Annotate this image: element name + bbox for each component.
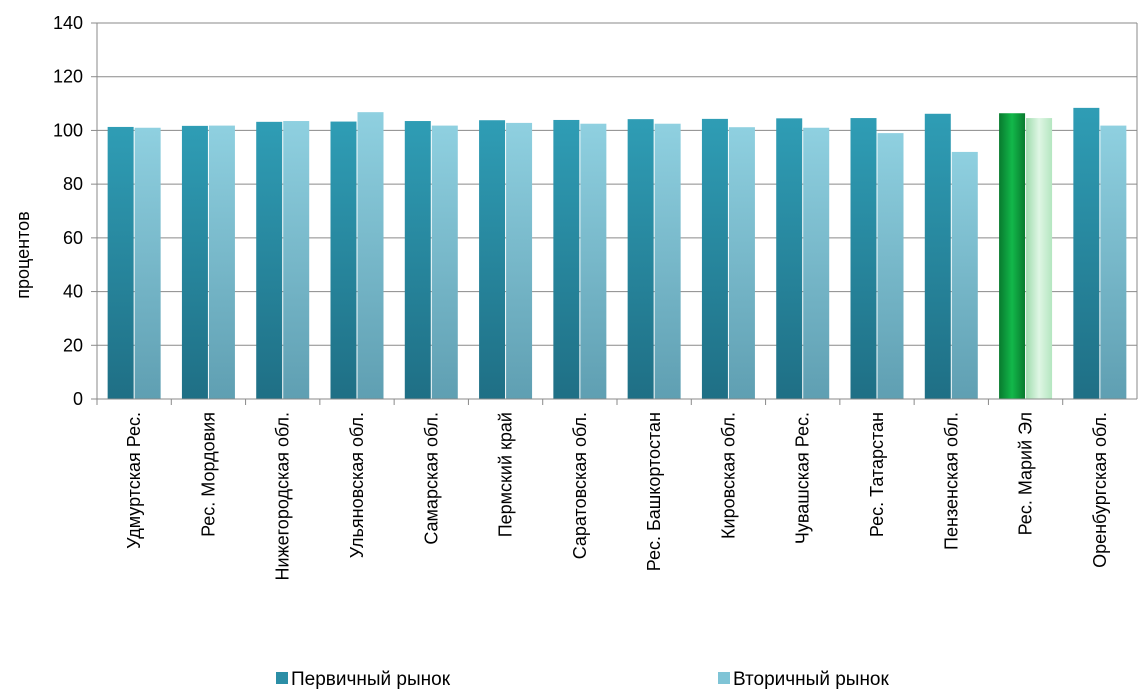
x-category-labels: Удмуртская Рес. Рес. Мордовия Нижегородска…: [124, 412, 1110, 580]
y-tick-label: 0: [73, 389, 83, 409]
x-category-label: Рес. Мордовия: [198, 412, 218, 537]
bar-primary-8: [701, 118, 728, 399]
x-category-label: Нижегородская обл.: [273, 412, 293, 580]
x-category-label: Рес. Марий Эл: [1016, 412, 1036, 535]
bar-secondary-10: [877, 133, 904, 399]
legend-label-primary: Первичный рынок: [291, 669, 451, 690]
bar-primary-11: [924, 113, 951, 399]
bar-secondary-13: [1100, 125, 1127, 399]
bar-secondary-6: [580, 123, 607, 399]
bar-secondary-0: [134, 127, 161, 399]
y-axis-label: процентов: [13, 211, 33, 298]
grid-lines: [97, 22, 1137, 346]
bar-secondary-7: [654, 123, 681, 399]
x-category-label: Самарская обл.: [421, 412, 441, 545]
x-category-label: Чувашская Рес.: [793, 412, 813, 544]
x-category-label: Кировская обл.: [718, 412, 738, 539]
bar-secondary-9: [803, 127, 830, 399]
bar-secondary-2: [283, 121, 310, 400]
bar-secondary-3: [357, 112, 384, 399]
y-tick-label: 100: [53, 120, 83, 140]
bar-primary-1: [181, 125, 208, 399]
bar-primary-13: [1073, 107, 1100, 400]
y-tick-label: 20: [63, 335, 83, 355]
x-category-label: Пензенская обл.: [941, 412, 961, 550]
y-tick-label: 140: [53, 13, 83, 33]
bar-secondary-11: [951, 151, 978, 399]
bars: [107, 107, 1127, 400]
x-category-label: Саратовская обл.: [570, 412, 590, 559]
bar-primary-6: [553, 119, 580, 399]
legend: Первичный рынок Вторичный рынок: [276, 669, 890, 690]
axes: [91, 22, 1138, 405]
x-category-label: Ульяновская обл.: [347, 412, 367, 558]
bar-primary-9: [776, 118, 803, 399]
x-category-label: Рес. Башкортостан: [644, 412, 664, 571]
y-tick-label: 120: [53, 67, 83, 87]
bar-secondary-8: [728, 127, 755, 399]
bar-primary-4: [404, 121, 431, 400]
y-tick-label: 60: [63, 228, 83, 248]
bar-secondary-5: [506, 122, 533, 399]
x-category-label: Пермский край: [496, 412, 516, 537]
bar-secondary-12: [1026, 118, 1053, 400]
bar-primary-5: [479, 120, 506, 400]
bar-primary-10: [850, 118, 877, 400]
x-category-label: Оренбургская обл.: [1090, 412, 1110, 568]
bar-primary-12: [999, 113, 1026, 400]
bar-primary-2: [256, 121, 283, 399]
x-category-label: Удмуртская Рес.: [124, 412, 144, 549]
y-tick-label: 40: [63, 282, 83, 302]
bar-primary-0: [107, 126, 134, 400]
legend-swatch-primary: [276, 672, 288, 684]
bar-primary-7: [627, 119, 654, 400]
legend-label-secondary: Вторичный рынок: [733, 669, 890, 690]
x-category-label: Рес. Татарстан: [867, 412, 887, 537]
bar-primary-3: [330, 121, 357, 400]
bar-secondary-4: [431, 125, 458, 399]
y-tick-label: 80: [63, 174, 83, 194]
bar-secondary-1: [208, 125, 235, 399]
legend-swatch-secondary: [718, 672, 730, 684]
y-tick-labels: 0 20 40 60 80 100 120 140: [53, 13, 83, 409]
